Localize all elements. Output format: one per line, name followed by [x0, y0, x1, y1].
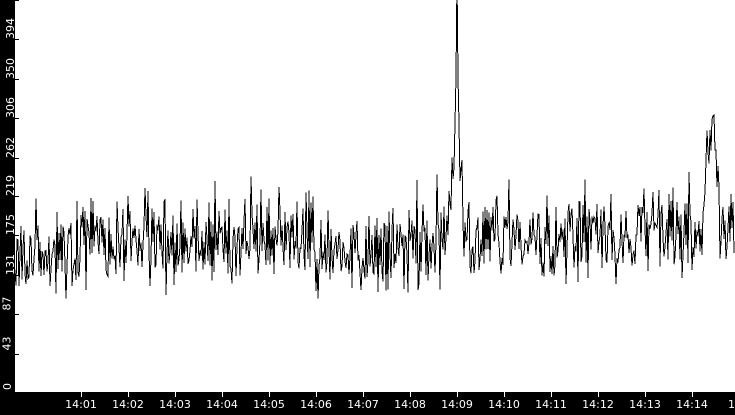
- y-tick-label: 394: [0, 18, 17, 39]
- x-tick-mark: [81, 392, 82, 397]
- y-tick-mark: [15, 235, 19, 236]
- x-tick-labels: 14:01 14:02 14:03 14:04 14:05 14:06 14:07 14:08…: [0, 392, 735, 415]
- x-tick-mark: [598, 392, 599, 397]
- y-tick-label-text: 131: [4, 254, 17, 275]
- y-tick-label-text: 394: [4, 18, 17, 39]
- x-tick-mark: [410, 392, 411, 397]
- y-tick-label-text: 87: [0, 296, 14, 311]
- y-tick-label-text: 262: [4, 137, 17, 158]
- y-tick-label-text: 350: [4, 58, 17, 79]
- x-tick-label: 14:04: [206, 398, 238, 411]
- x-tick-label: 14:06: [300, 398, 332, 411]
- x-tick-label: 14:13: [629, 398, 661, 411]
- y-tick-mark: [15, 39, 19, 40]
- x-tick-label: 14:02: [112, 398, 144, 411]
- x-tick-label: 14:05: [253, 398, 285, 411]
- y-tick-label: 350: [0, 58, 17, 79]
- x-tick-mark: [645, 392, 646, 397]
- y-tick-mark: [15, 196, 19, 197]
- x-tick-label: 14: [728, 398, 735, 411]
- x-tick-label: 14:03: [159, 398, 191, 411]
- y-tick-label-text: 43: [0, 336, 14, 351]
- x-tick-label: 14:12: [582, 398, 614, 411]
- y-tick-mark: [15, 118, 19, 119]
- y-tick-mark: [15, 79, 19, 80]
- x-tick-mark: [504, 392, 505, 397]
- x-tick-label: 14:11: [535, 398, 567, 411]
- y-tick-label: 262: [0, 137, 17, 158]
- x-tick-mark: [222, 392, 223, 397]
- y-tick-label: 43: [0, 336, 14, 351]
- x-tick-label: 14:10: [488, 398, 520, 411]
- x-axis: [0, 392, 735, 415]
- plot-area: [15, 0, 735, 392]
- x-tick-label: 14:09: [441, 398, 473, 411]
- x-tick-label: 14:01: [65, 398, 97, 411]
- x-tick-label: 14:08: [394, 398, 426, 411]
- y-tick-mark: [15, 354, 19, 355]
- x-tick-mark: [316, 392, 317, 397]
- x-tick-label: 14:07: [347, 398, 379, 411]
- y-tick-label: 131: [0, 254, 17, 275]
- x-tick-mark: [692, 392, 693, 397]
- x-tick-mark: [128, 392, 129, 397]
- y-origin-label-text: 0: [1, 383, 14, 390]
- data-line-series: [15, 0, 735, 299]
- y-tick-mark: [15, 0, 19, 1]
- y-tick-label-text: 175: [4, 214, 17, 235]
- x-tick-mark: [551, 392, 552, 397]
- y-tick-label: 306: [0, 97, 17, 118]
- y-tick-label: 175: [0, 214, 17, 235]
- y-tick-label-text: 306: [4, 97, 17, 118]
- y-tick-mark: [15, 314, 19, 315]
- y-tick-label: 219: [0, 175, 17, 196]
- y-tick-label-text: 219: [4, 175, 17, 196]
- y-axis: [0, 0, 15, 392]
- y-tick-mark: [15, 158, 19, 159]
- x-tick-mark: [457, 392, 458, 397]
- y-tick-label: 87: [0, 296, 14, 311]
- x-tick-mark: [363, 392, 364, 397]
- y-tick-mark: [15, 275, 19, 276]
- x-tick-label: 14:14: [676, 398, 708, 411]
- x-tick-mark: [269, 392, 270, 397]
- x-tick-mark: [175, 392, 176, 397]
- y-origin-label: 0: [1, 381, 14, 392]
